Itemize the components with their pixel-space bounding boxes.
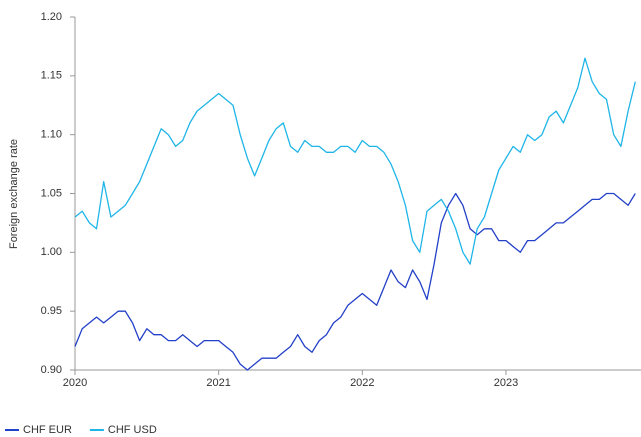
x-tick-label: 2021	[206, 377, 230, 389]
legend-label: CHF USD	[108, 424, 157, 436]
y-tick-label: 1.05	[41, 187, 62, 199]
legend-label: CHF EUR	[23, 424, 72, 436]
y-axis-label: Foreign exchange rate	[8, 139, 20, 249]
y-tick-label: 1.00	[41, 246, 62, 258]
y-tick-label: 1.10	[41, 129, 62, 141]
y-tick-label: 1.15	[41, 70, 62, 82]
series-line	[74, 57, 636, 265]
series-line	[74, 192, 636, 371]
x-tick-label: 2020	[63, 377, 87, 389]
x-tick-label: 2023	[494, 377, 518, 389]
y-tick-label: 1.20	[41, 11, 62, 23]
x-tick-label: 2022	[350, 377, 374, 389]
y-tick-label: 0.90	[41, 364, 62, 376]
y-tick-label: 0.95	[41, 305, 62, 317]
